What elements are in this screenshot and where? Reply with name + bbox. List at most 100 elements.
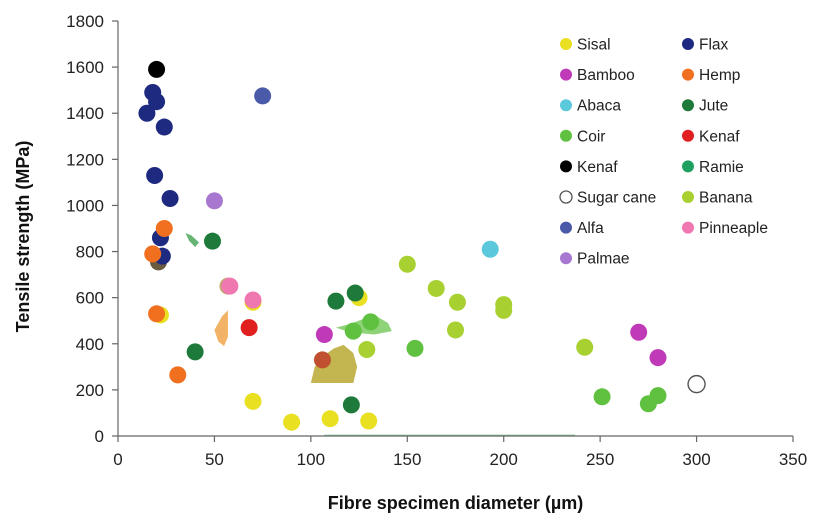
legend-marker (560, 129, 572, 142)
legend-label: Sisal (577, 37, 611, 54)
x-tick-label: 200 (490, 450, 518, 469)
x-tick-label: 50 (205, 450, 224, 469)
x-tick-label: 0 (113, 450, 122, 469)
legend-marker (682, 160, 694, 173)
data-point (144, 245, 162, 263)
region-shapes (185, 233, 576, 436)
legend-label: Abaca (577, 98, 621, 115)
data-point (169, 366, 187, 384)
data-point (186, 343, 204, 361)
tick-labels: 0 50 100 150 200 250 300 350 0 200 400 600 800 1000 12… (66, 12, 807, 469)
legend-marker (682, 221, 694, 234)
data-point (315, 326, 333, 344)
data-point (687, 374, 706, 394)
data-point (362, 313, 380, 331)
legend-marker (560, 160, 572, 173)
data-point (344, 322, 362, 340)
legend-label: Palmae (577, 251, 630, 268)
data-point (649, 349, 667, 367)
data-point (138, 104, 156, 122)
legend-label: Banana (699, 190, 753, 207)
legend-marker (560, 221, 572, 234)
legend-marker (682, 99, 694, 112)
data-point (148, 60, 166, 78)
data-point (221, 277, 239, 295)
data-point (155, 220, 173, 237)
legend-marker (560, 38, 572, 50)
data-point (358, 341, 376, 359)
axes (112, 20, 794, 442)
data-point (342, 396, 360, 414)
legend-marker (682, 129, 694, 142)
cluster-region (214, 310, 228, 347)
x-tick-label: 100 (297, 450, 325, 469)
data-point (327, 292, 345, 310)
data-point (649, 387, 667, 405)
x-tick-label: 350 (779, 450, 807, 469)
legend-label: Sugar cane (577, 190, 656, 207)
legend-marker (559, 190, 573, 204)
data-point (244, 392, 262, 410)
legend-label: Ramie (699, 159, 744, 176)
legend-label: Kenaf (699, 128, 740, 145)
legend-marker (560, 99, 572, 112)
data-point (576, 338, 594, 356)
legend-label: Kenaf (577, 159, 618, 176)
data-point (155, 118, 173, 136)
legend-label: Hemp (699, 67, 740, 84)
y-tick-label: 200 (76, 381, 104, 400)
y-tick-label: 1600 (66, 58, 104, 77)
data-point (360, 412, 378, 430)
legend-label: Bamboo (577, 67, 635, 84)
y-tick-label: 1800 (66, 12, 104, 31)
x-axis-title: Fibre specimen diameter (µm) (328, 493, 583, 513)
y-axis-title: Tensile strength (MPa) (13, 141, 33, 333)
legend: Sisal Flax Bamboo Hemp Abaca Jute Coir Kenaf Ken… (559, 37, 768, 268)
data-point (447, 321, 464, 339)
data-point (406, 339, 424, 357)
data-point (481, 240, 499, 258)
data-point (244, 291, 262, 309)
data-points (138, 60, 706, 431)
data-point (205, 192, 223, 210)
y-tick-label: 0 (95, 427, 104, 446)
x-tick-label: 300 (682, 450, 710, 469)
data-point (148, 305, 166, 323)
y-tick-label: 1400 (66, 104, 104, 123)
data-point (630, 323, 648, 341)
legend-label: Coir (577, 128, 605, 145)
x-tick-label: 250 (586, 450, 614, 469)
y-tick-label: 1200 (66, 150, 104, 169)
legend-label: Pinneaple (699, 220, 768, 237)
x-tick-label: 150 (393, 450, 421, 469)
data-point (146, 166, 164, 184)
legend-marker (560, 68, 572, 81)
data-point (448, 293, 466, 311)
data-point (321, 410, 339, 428)
data-point (240, 319, 258, 337)
legend-marker (682, 191, 694, 203)
data-point (161, 190, 179, 208)
cluster-region (310, 344, 358, 383)
data-point (204, 232, 221, 250)
legend-marker (560, 252, 572, 265)
legend-label: Flax (699, 37, 729, 54)
data-point (148, 93, 166, 111)
data-point (283, 413, 301, 431)
y-tick-label: 1000 (66, 196, 104, 215)
legend-label: Alfa (577, 220, 604, 237)
data-point (346, 284, 364, 302)
data-point (495, 301, 513, 319)
data-point (313, 351, 331, 369)
legend-marker (682, 38, 694, 50)
data-point (254, 87, 272, 105)
y-tick-label: 600 (76, 289, 104, 308)
y-tick-label: 400 (76, 335, 104, 354)
data-point (427, 279, 445, 297)
data-point (593, 388, 611, 406)
legend-label: Jute (699, 98, 728, 115)
y-tick-label: 800 (76, 243, 104, 262)
cluster-region (185, 233, 199, 247)
legend-marker (682, 68, 694, 81)
